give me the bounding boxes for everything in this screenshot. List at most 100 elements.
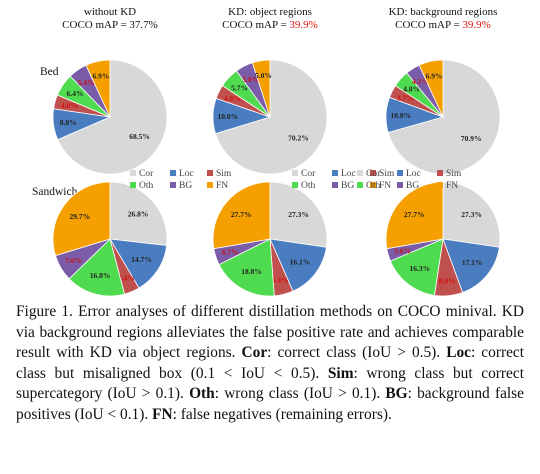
pie-slice-cor xyxy=(269,181,328,248)
pie-slice-label-cor: 68.5% xyxy=(129,132,150,141)
pie-slice-label-loc: 10.0% xyxy=(217,112,238,121)
pie-slice-fn xyxy=(385,181,444,250)
pie-slice-oth xyxy=(389,238,444,296)
pie-slice-loc xyxy=(442,238,500,294)
legend-label-loc: Loc xyxy=(341,169,356,179)
legend-label-loc: Loc xyxy=(406,169,421,179)
pie-slice-label-sim: 3.7% xyxy=(397,94,414,103)
pie-slice-label-oth: 16.8% xyxy=(90,271,111,280)
pie-slice-label-cor: 27.3% xyxy=(288,210,309,219)
pie-slice-label-bg: 3.6% xyxy=(394,246,411,255)
pie-slice-label-sim: 4.0% xyxy=(61,101,78,110)
pie-slice-loc xyxy=(269,238,327,292)
legend-swatch-bg xyxy=(170,182,176,188)
column-header-kd-object: KD: object regions COCO mAP = 39.9% xyxy=(185,6,355,32)
legend-label-oth: Oth xyxy=(301,181,316,191)
legend-swatch-loc xyxy=(170,170,176,176)
legend-label-bg: BG xyxy=(341,181,354,191)
row-label-bed: Bed xyxy=(40,66,59,78)
pie-slice-label-bg: 5.4% xyxy=(78,78,95,87)
column-title: KD: object regions xyxy=(228,6,312,18)
column-header-kd-background: KD: background regions COCO mAP = 39.9% xyxy=(358,6,528,32)
pie-slice-fn xyxy=(52,181,111,257)
legend-swatch-oth xyxy=(292,182,298,188)
pie-slice-label-cor: 27.3% xyxy=(461,210,482,219)
row-label-sandwich: Sandwich xyxy=(32,186,78,198)
legend-label-loc: Loc xyxy=(179,169,194,179)
legend-label-fn: FN xyxy=(379,181,391,191)
legend-swatch-sim xyxy=(437,170,443,176)
pie-slice-label-bg: 7.6% xyxy=(65,256,82,265)
legend-label-sim: Sim xyxy=(446,169,462,179)
pie-slice-cor xyxy=(109,181,168,246)
pie-slice-oth xyxy=(218,238,275,297)
pie-slice-label-oth: 6.4% xyxy=(67,89,84,98)
legend-label-oth: Oth xyxy=(139,181,154,191)
pie-slice-label-oth: 16.3% xyxy=(409,264,430,273)
pie-charts: 68.5%8.8%4.0%6.4%5.4%6.9%70.2%10.0%4.0%5… xyxy=(52,59,501,297)
pie-slice-cor xyxy=(57,59,168,175)
legend-swatch-fn xyxy=(207,182,213,188)
pie-slice-label-cor: 70.9% xyxy=(461,134,482,143)
pie-slice-oth xyxy=(68,238,126,297)
legend-label-bg: BG xyxy=(406,181,419,191)
legend-label-bg: BG xyxy=(179,181,192,191)
legend-swatch-sim xyxy=(207,170,213,176)
figure-caption: Figure 1. Error analyses of different di… xyxy=(16,303,525,423)
legend-swatch-loc xyxy=(332,170,338,176)
legend-swatch-oth xyxy=(130,182,136,188)
pie-slice-label-loc: 10.0% xyxy=(390,111,411,120)
legend-swatch-bg xyxy=(397,182,403,188)
pie-slice-fn xyxy=(251,59,271,118)
pie-slice-fn xyxy=(85,59,111,118)
legend-label-fn: FN xyxy=(216,181,228,191)
column-header-without-kd: without KD COCO mAP = 37.7% xyxy=(25,6,195,32)
legend-swatch-bg xyxy=(332,182,338,188)
pie-slice-label-sim: 8.0% xyxy=(439,277,456,286)
legend-label-cor: Cor xyxy=(366,169,381,179)
pie-slice-label-fn: 6.9% xyxy=(92,71,109,80)
legend-label-fn: FN xyxy=(446,181,458,191)
pie-slice-fn xyxy=(418,59,444,118)
pie-slice-label-oth: 5.7% xyxy=(231,83,248,92)
pie-slice-label-fn: 6.9% xyxy=(426,71,443,80)
legend-label-oth: Oth xyxy=(366,181,381,191)
legend-swatch-sim xyxy=(370,170,376,176)
pie-slice-label-fn: 29.7% xyxy=(69,212,90,221)
column-title: KD: background regions xyxy=(388,6,498,18)
pie-slice-label-cor: 26.8% xyxy=(128,209,149,218)
pie-slice-label-cor: 70.2% xyxy=(288,134,309,143)
legend-label-sim: Sim xyxy=(379,169,395,179)
pie-slice-label-fn: 27.7% xyxy=(404,210,425,219)
pie-slice-label-bg: 4.1% xyxy=(412,77,429,86)
pie-slice-label-loc: 17.1% xyxy=(462,258,483,267)
pie-slice-cor xyxy=(442,181,501,248)
legend-swatch-cor xyxy=(292,170,298,176)
pie-slice-label-loc: 8.8% xyxy=(60,118,77,127)
pie-slice-label-sim: 4.0% xyxy=(224,94,241,103)
legend-label-cor: Cor xyxy=(139,169,154,179)
legend-swatch-loc xyxy=(397,170,403,176)
legend-swatch-fn xyxy=(437,182,443,188)
column-map: COCO mAP = 39.9% xyxy=(395,19,491,31)
pie-slice-label-bg: 4.7% xyxy=(221,248,238,257)
legend-label-cor: Cor xyxy=(301,169,316,179)
pie-slice-label-fn: 5.0% xyxy=(255,71,272,80)
legend-swatch-cor xyxy=(130,170,136,176)
pie-slice-label-loc: 14.7% xyxy=(131,255,152,264)
pie-slice-label-sim: 5.4% xyxy=(272,275,289,284)
pie-slice-label-bg: 5.0% xyxy=(242,75,259,84)
pie-slice-label-oth: 4.8% xyxy=(403,84,420,93)
pie-slice-label-fn: 27.7% xyxy=(231,210,252,219)
column-title: without KD xyxy=(83,6,137,18)
legend-swatch-fn xyxy=(370,182,376,188)
legend-swatch-oth xyxy=(357,182,363,188)
pie-slice-label-loc: 16.1% xyxy=(290,257,311,266)
column-map: COCO mAP = 39.9% xyxy=(222,19,318,31)
pie-slice-label-oth: 18.8% xyxy=(241,267,262,276)
pie-slice-label-sim: 4.4% xyxy=(118,273,135,282)
legend-label-sim: Sim xyxy=(216,169,232,179)
pie-slice-cor xyxy=(214,59,328,175)
legend-swatch-cor xyxy=(357,170,363,176)
pie-slice-fn xyxy=(212,181,271,250)
